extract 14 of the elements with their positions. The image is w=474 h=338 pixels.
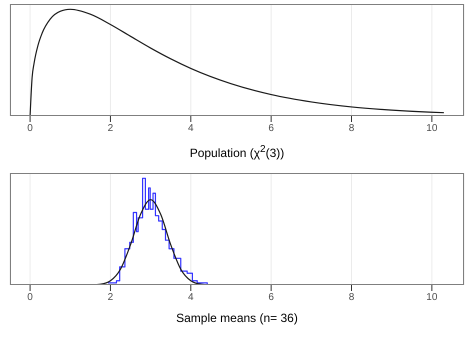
x-tick-label: 0 <box>27 123 34 134</box>
x-tick-label: 6 <box>268 123 274 134</box>
x-tick-label: 4 <box>188 292 194 304</box>
x-axis-title: Population (χ$^{2}$(3)) <box>188 143 286 161</box>
x-tick-label: 4 <box>188 123 194 134</box>
x-tick-label: 2 <box>108 292 114 304</box>
x-tick-label: 10 <box>426 292 438 304</box>
x-tick-label: 8 <box>348 123 355 134</box>
x-tick-label: 8 <box>348 292 355 304</box>
x-tick-label: 6 <box>268 292 274 304</box>
x-tick-label: 10 <box>426 123 438 134</box>
x-tick-label: 2 <box>108 123 114 134</box>
x-axis-title: Sample means (n= 36) <box>175 311 299 326</box>
x-tick-label: 0 <box>27 292 34 304</box>
